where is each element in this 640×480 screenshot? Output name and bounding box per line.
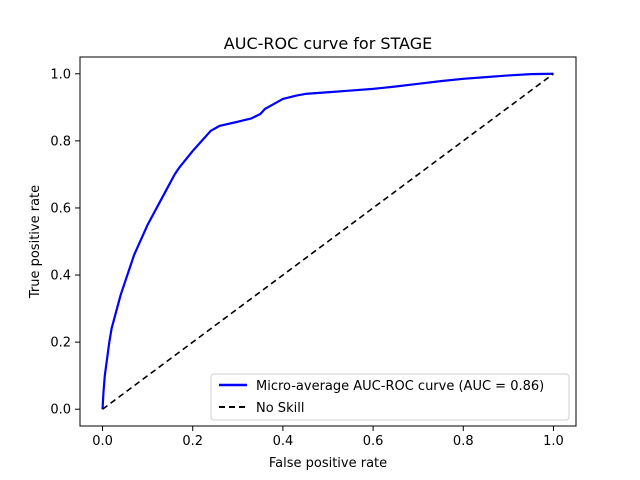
y-tick-label: 1.0 (50, 67, 71, 82)
axes-frame (79, 56, 577, 427)
x-tick-label: 0.8 (453, 434, 474, 449)
y-tick-label: 0.0 (50, 403, 71, 418)
legend-label-micro-average: Micro-average AUC-ROC curve (AUC = 0.86) (256, 379, 544, 394)
y-tick-label: 0.4 (50, 269, 71, 284)
x-tick-label: 0.0 (92, 434, 113, 449)
series-line-no-skill (102, 73, 554, 410)
x-tick-label: 0.4 (273, 434, 294, 449)
x-tick-label: 0.6 (363, 434, 384, 449)
legend-label-no-skill: No Skill (256, 401, 304, 416)
y-tick-label: 0.2 (50, 336, 71, 351)
series-line-micro-average (101, 72, 554, 410)
x-tick-label: 0.2 (182, 434, 203, 449)
y-axis-label: True positive rate (28, 185, 43, 299)
y-tick-label: 0.6 (50, 201, 71, 216)
legend-box (210, 373, 570, 421)
y-axis-ticks: 0.0 0.2 0.4 0.6 0.8 1.0 (50, 67, 80, 418)
data-layer (101, 72, 554, 410)
legend: Micro-average AUC-ROC curve (AUC = 0.86)… (210, 373, 570, 421)
y-tick-label: 0.8 (50, 134, 71, 149)
chart-title: AUC-ROC curve for STAGE (224, 34, 432, 53)
x-axis-ticks: 0.0 0.2 0.4 0.6 0.8 1.0 (92, 426, 564, 449)
x-tick-label: 1.0 (543, 434, 564, 449)
x-axis-label: False positive rate (269, 456, 387, 471)
